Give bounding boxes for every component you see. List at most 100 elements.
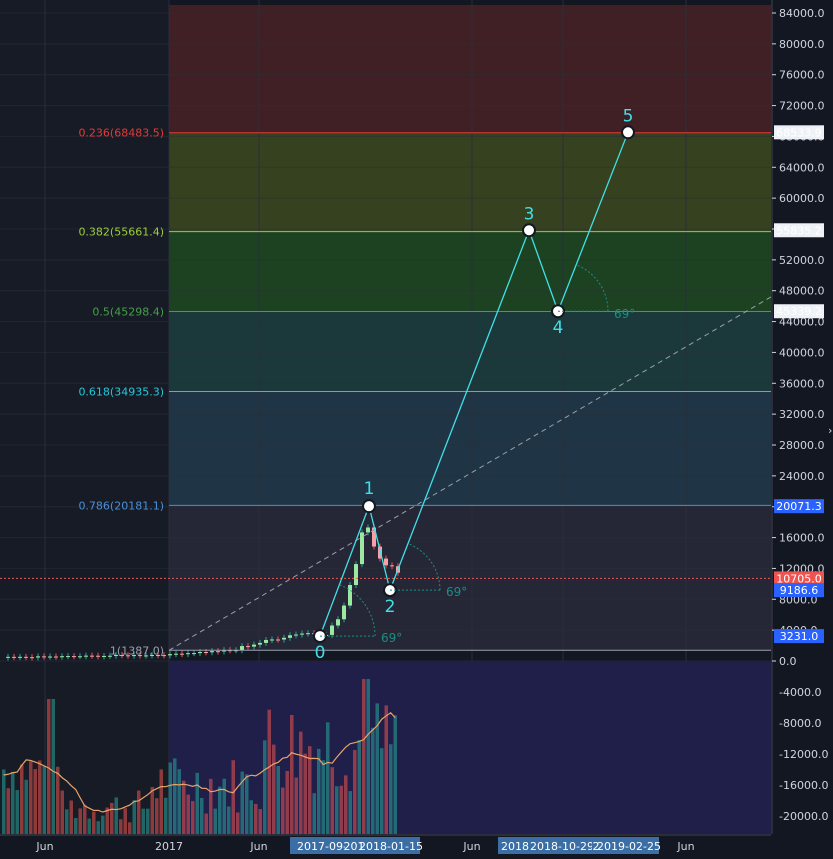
candle-body <box>216 651 220 653</box>
price-tag[interactable] <box>774 629 824 644</box>
price-tag[interactable] <box>774 499 824 514</box>
volume-bar <box>267 709 271 834</box>
date-tag[interactable] <box>592 837 600 854</box>
volume-bar <box>56 766 60 834</box>
volume-bar <box>200 797 204 834</box>
price-tag-label: 20071.3 <box>776 500 822 513</box>
candle-body <box>360 532 364 565</box>
fib-label: 0.618(34935.3) <box>78 385 164 398</box>
candle-body <box>78 656 82 658</box>
volume-bar <box>335 786 339 834</box>
price-tick-label: 76000.0 <box>779 69 825 82</box>
volume-tick-label: -16000.0 <box>779 779 828 792</box>
volume-bar <box>38 760 42 834</box>
volume-bar <box>326 722 330 834</box>
volume-bar <box>312 793 316 834</box>
fib-zone <box>169 231 771 312</box>
candle-body <box>174 653 178 655</box>
wave-line[interactable] <box>319 132 629 637</box>
candle-body <box>42 656 46 658</box>
wave-point[interactable] <box>362 499 376 514</box>
volume-bar <box>308 746 312 834</box>
price-tick-label: 48000.0 <box>779 285 825 298</box>
candle-body <box>306 633 310 635</box>
candle-body <box>390 565 394 567</box>
fib-label: 1(1387.0) <box>110 644 164 657</box>
axis-collapse-icon[interactable]: › <box>828 424 832 437</box>
price-tag-label: 55835.2 <box>776 224 822 237</box>
date-tag[interactable] <box>532 837 592 854</box>
candle-body <box>18 656 22 658</box>
candle-body <box>372 527 376 547</box>
wave-point[interactable] <box>621 125 635 140</box>
candle-body <box>72 656 76 658</box>
volume-bar <box>65 809 69 834</box>
wave-label: 1 <box>364 479 375 499</box>
candle-body <box>120 655 124 657</box>
candle-body <box>276 639 280 641</box>
date-tag-label: 2 <box>593 840 600 853</box>
date-tag[interactable] <box>345 837 363 854</box>
price-tag[interactable] <box>774 571 824 586</box>
volume-bar <box>245 774 249 834</box>
volume-bar <box>249 800 253 834</box>
date-tag[interactable] <box>362 837 420 854</box>
candle-body <box>180 653 184 655</box>
price-tag[interactable] <box>774 125 824 140</box>
price-tag[interactable] <box>774 223 824 238</box>
volume-bar <box>150 786 154 834</box>
time-tick-label: 2017 <box>155 840 183 853</box>
volume-bar <box>15 790 19 834</box>
date-tag[interactable] <box>290 837 354 854</box>
volume-bar <box>110 802 114 834</box>
price-tag[interactable] <box>774 583 824 598</box>
volume-bar <box>33 769 37 834</box>
candle-body <box>36 656 40 658</box>
volume-bar <box>195 772 199 834</box>
candle-body <box>192 653 196 655</box>
price-tick-label: 84000.0 <box>779 7 825 20</box>
candle-body <box>6 656 10 658</box>
volume-bar <box>222 778 226 834</box>
price-tag[interactable] <box>774 304 824 319</box>
fib-lines: 1(1387.0) 0.786(20181.1) 0.618(34935.3) 0.5… <box>0 127 771 657</box>
date-tag[interactable] <box>599 837 659 854</box>
candle-body <box>30 657 34 659</box>
candle-body <box>84 655 88 657</box>
volume-tick-label: -8000.0 <box>779 717 821 730</box>
volume-bar <box>128 822 132 834</box>
candle-body <box>126 655 130 657</box>
wave-pattern[interactable]: 0 1 2 3 4 5 69° 69° 69° <box>313 106 635 663</box>
volume-tick-label: -12000.0 <box>779 748 828 761</box>
volume-bar <box>155 798 159 834</box>
price-tick-label: 64000.0 <box>779 161 825 174</box>
candle-body <box>348 585 352 606</box>
date-tag-label: 2019-02-25 <box>597 840 661 853</box>
fib-label: 0.5(45298.4) <box>92 306 164 319</box>
volume-bar <box>254 803 258 834</box>
candle-body <box>246 646 250 648</box>
volume-bar <box>213 808 217 834</box>
volume-bar <box>114 797 118 834</box>
angle-arc <box>575 264 609 312</box>
volume-bar <box>240 771 244 834</box>
price-axis[interactable]: 84000.080000.076000.072000.068000.064000… <box>771 0 833 859</box>
volume-bar <box>164 797 168 834</box>
candle-body <box>138 655 142 657</box>
volume-bar <box>60 790 64 834</box>
candle-body <box>252 644 256 647</box>
price-tick-label: 28000.0 <box>779 439 825 452</box>
fib-label: 0.236(68483.5) <box>78 127 164 140</box>
wave-label: 2 <box>385 597 396 617</box>
candle-body <box>330 625 334 635</box>
volume-bar <box>92 811 96 834</box>
date-tag[interactable] <box>498 837 532 854</box>
volume-bar <box>6 788 10 834</box>
wave-point[interactable] <box>522 223 536 238</box>
wave-label: 5 <box>623 106 634 126</box>
volume-bar <box>290 714 294 834</box>
volume-bar <box>173 758 177 834</box>
volume-bar <box>137 790 141 834</box>
